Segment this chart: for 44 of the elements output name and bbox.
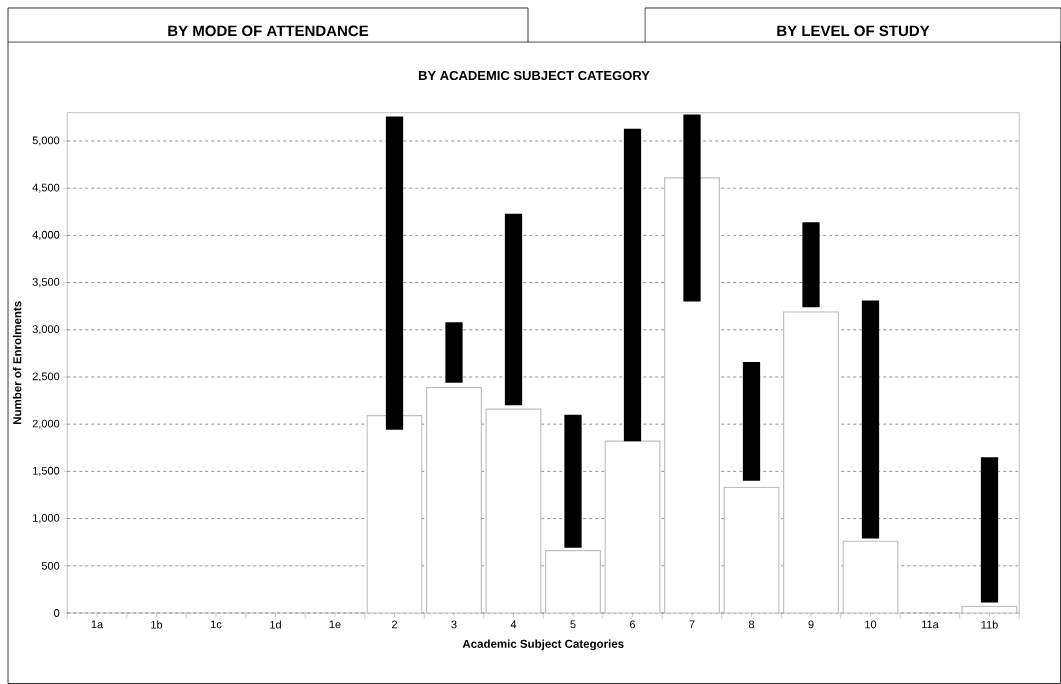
y-tick-label: 1,000: [33, 514, 60, 524]
y-tick-label: 4,000: [32, 230, 60, 240]
x-tick-label: 8: [748, 620, 755, 629]
y-tick-label: 1,500: [33, 466, 60, 476]
x-tick-label: 10: [865, 620, 877, 629]
bar: [742, 361, 761, 481]
x-tick-label: 6: [630, 620, 636, 629]
text: BY MODE OF ATTENDANCE: [168, 25, 369, 37]
x-tick-label: 2: [391, 620, 398, 629]
x-tick-label: 4: [510, 620, 517, 629]
x-tick-label: 1d: [270, 620, 281, 629]
x-tick-label: 1c: [211, 620, 222, 629]
text: BY LEVEL OF STUDY: [777, 25, 930, 37]
bar: [445, 322, 463, 383]
x-tick-label: 1a: [91, 620, 104, 629]
bar: [623, 128, 642, 442]
x-tick-label: 1e: [329, 620, 341, 629]
x-tick-label: 5: [570, 620, 576, 629]
x-tick-label: 11a: [922, 620, 939, 629]
y-tick-label: 2,500: [32, 372, 60, 382]
y-tick-label: 4,500: [32, 183, 60, 193]
x-tick-label: 3: [451, 620, 457, 629]
chart-title: BY ACADEMIC SUBJECT CATEGORY: [418, 70, 650, 81]
y-tick-label: 5,000: [32, 136, 60, 146]
bar: [802, 222, 820, 308]
bar: [504, 213, 523, 406]
y-tick-label: 3,500: [32, 278, 60, 288]
y-axis-title: Number of Enrolments: [12, 301, 22, 425]
bar: [385, 116, 404, 430]
bar: [564, 414, 582, 548]
bar: [980, 457, 999, 603]
x-tick-label: 7: [689, 620, 695, 629]
bar: [545, 550, 601, 613]
y-tick-label: 0: [54, 609, 60, 617]
x-axis-title: Academic Subject Categories: [462, 639, 624, 651]
x-tick-label: 1b: [151, 620, 163, 629]
bar: [783, 311, 839, 613]
y-tick-label: 3,000: [32, 325, 60, 335]
bar: [861, 300, 880, 539]
x-tick-label: 9: [808, 620, 814, 629]
y-tick-label: 500: [41, 561, 60, 570]
x-tick-label: 11b: [981, 620, 998, 629]
bar: [683, 114, 701, 302]
y-tick-label: 2,000: [32, 419, 60, 429]
